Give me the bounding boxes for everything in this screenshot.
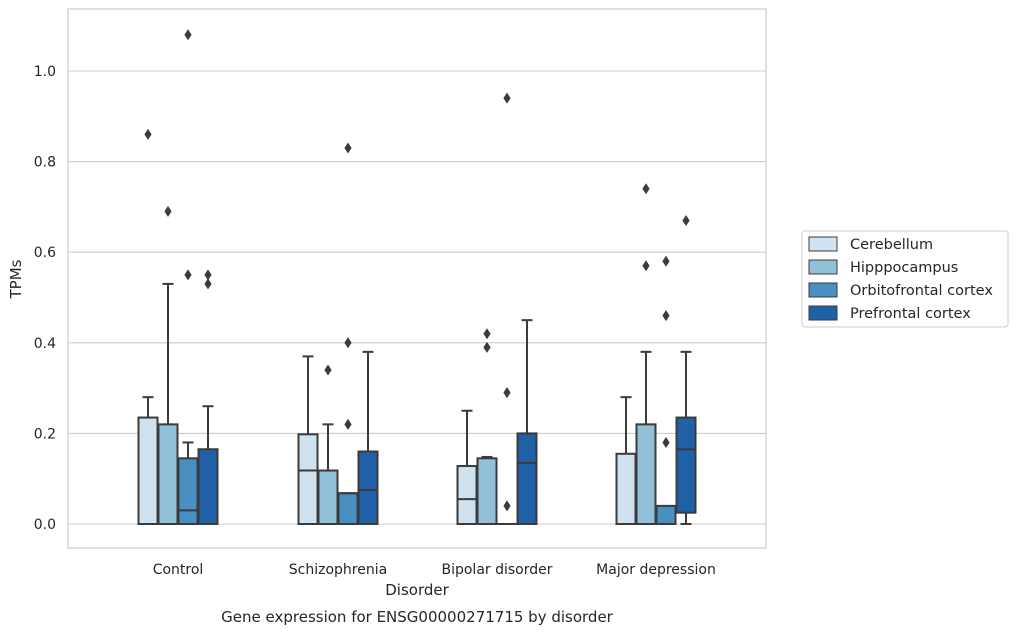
legend-item: Cerebellum: [808, 236, 933, 253]
box-body: [635, 423, 657, 525]
legend-swatch: [808, 236, 838, 252]
legend-swatch: [808, 282, 838, 298]
box-body: [197, 448, 219, 526]
outlier-point: [344, 142, 352, 154]
outlier-point: [164, 205, 172, 217]
box-prefrontal-cortex-3: [675, 214, 697, 525]
x-tick-label: Bipolar disorder: [441, 562, 552, 578]
outlier-point: [144, 128, 152, 140]
box-cerebellum-2: [456, 409, 478, 525]
outlier-point: [483, 328, 491, 340]
legend-label: Orbitofrontal cortex: [850, 283, 993, 299]
box-cerebellum-1: [297, 355, 319, 525]
y-axis-title: TPMs: [7, 259, 25, 299]
legend-swatch: [808, 305, 838, 321]
outlier-point: [503, 500, 511, 512]
outlier-point: [642, 183, 650, 195]
outlier-point: [204, 278, 212, 290]
box-body: [456, 465, 478, 525]
box-prefrontal-cortex-2: [516, 319, 538, 525]
legend-item: Prefrontal cortex: [808, 305, 971, 322]
outlier-point: [503, 92, 511, 104]
legend-label: Cerebellum: [850, 237, 933, 253]
box-orbitofrontal-cortex-0: [177, 29, 199, 525]
y-tick-label: 0.4: [34, 336, 56, 352]
box-body: [357, 450, 379, 525]
outlier-point: [682, 214, 690, 226]
outlier-point: [324, 364, 332, 376]
outlier-point: [344, 418, 352, 430]
box-hipppocampus-3: [635, 183, 657, 525]
y-tick-label: 0.0: [34, 517, 56, 533]
x-tick-label: Major depression: [596, 562, 716, 578]
box-orbitofrontal-cortex-2: [497, 92, 517, 525]
box-orbitofrontal-cortex-1: [337, 142, 359, 526]
box-cerebellum-3: [615, 396, 637, 525]
outlier-point: [642, 260, 650, 272]
x-axis-title: Disorder: [385, 581, 449, 599]
legend-item: Orbitofrontal cortex: [808, 282, 993, 299]
box-hipppocampus-0: [157, 205, 179, 525]
outlier-point: [662, 310, 670, 322]
box-body: [297, 433, 319, 525]
chart-title: Gene expression for ENSG00000271715 by d…: [221, 608, 614, 626]
box-body: [675, 416, 697, 514]
box-body: [137, 416, 159, 526]
legend-label: Prefrontal cortex: [850, 306, 971, 322]
legend: Cerebellum Hipppocampus Orbitofrontal cort…: [801, 230, 1009, 328]
outlier-point: [483, 341, 491, 353]
outlier-point: [662, 255, 670, 267]
box-body: [317, 469, 339, 525]
y-tick-label: 0.8: [34, 155, 56, 171]
box-body: [177, 457, 199, 525]
outlier-point: [503, 387, 511, 399]
legend-item: Hipppocampus: [808, 259, 958, 276]
y-tick-label: 0.2: [34, 426, 56, 442]
box-body: [615, 452, 637, 525]
box-body: [516, 432, 538, 525]
box-body: [655, 504, 677, 526]
box-hipppocampus-1: [317, 364, 339, 525]
outlier-point: [204, 269, 212, 281]
box-hipppocampus-2: [476, 328, 498, 525]
x-tick-label: Control: [153, 562, 204, 578]
x-tick-label: Schizophrenia: [289, 562, 387, 578]
box-orbitofrontal-cortex-3: [655, 255, 677, 526]
box-body: [337, 492, 359, 526]
y-tick-label: 0.6: [34, 245, 56, 261]
box-prefrontal-cortex-0: [197, 269, 219, 526]
box-layer: [137, 29, 697, 526]
box-body: [476, 457, 498, 525]
legend-swatch: [808, 259, 838, 275]
y-tick-label: 1.0: [34, 64, 56, 80]
outlier-point: [662, 436, 670, 448]
box-prefrontal-cortex-1: [357, 350, 379, 525]
legend-frame: [801, 230, 1009, 328]
outlier-point: [184, 29, 192, 41]
outlier-point: [184, 269, 192, 281]
legend-label: Hipppocampus: [850, 260, 958, 276]
box-body: [157, 423, 179, 525]
box-cerebellum-0: [137, 128, 159, 526]
tick-layer: 0.0 0.2 0.4 0.6 0.8 1.0 Control Schizophrenia Bi…: [34, 64, 716, 578]
outlier-point: [344, 337, 352, 349]
plot-frame: [67, 8, 767, 549]
